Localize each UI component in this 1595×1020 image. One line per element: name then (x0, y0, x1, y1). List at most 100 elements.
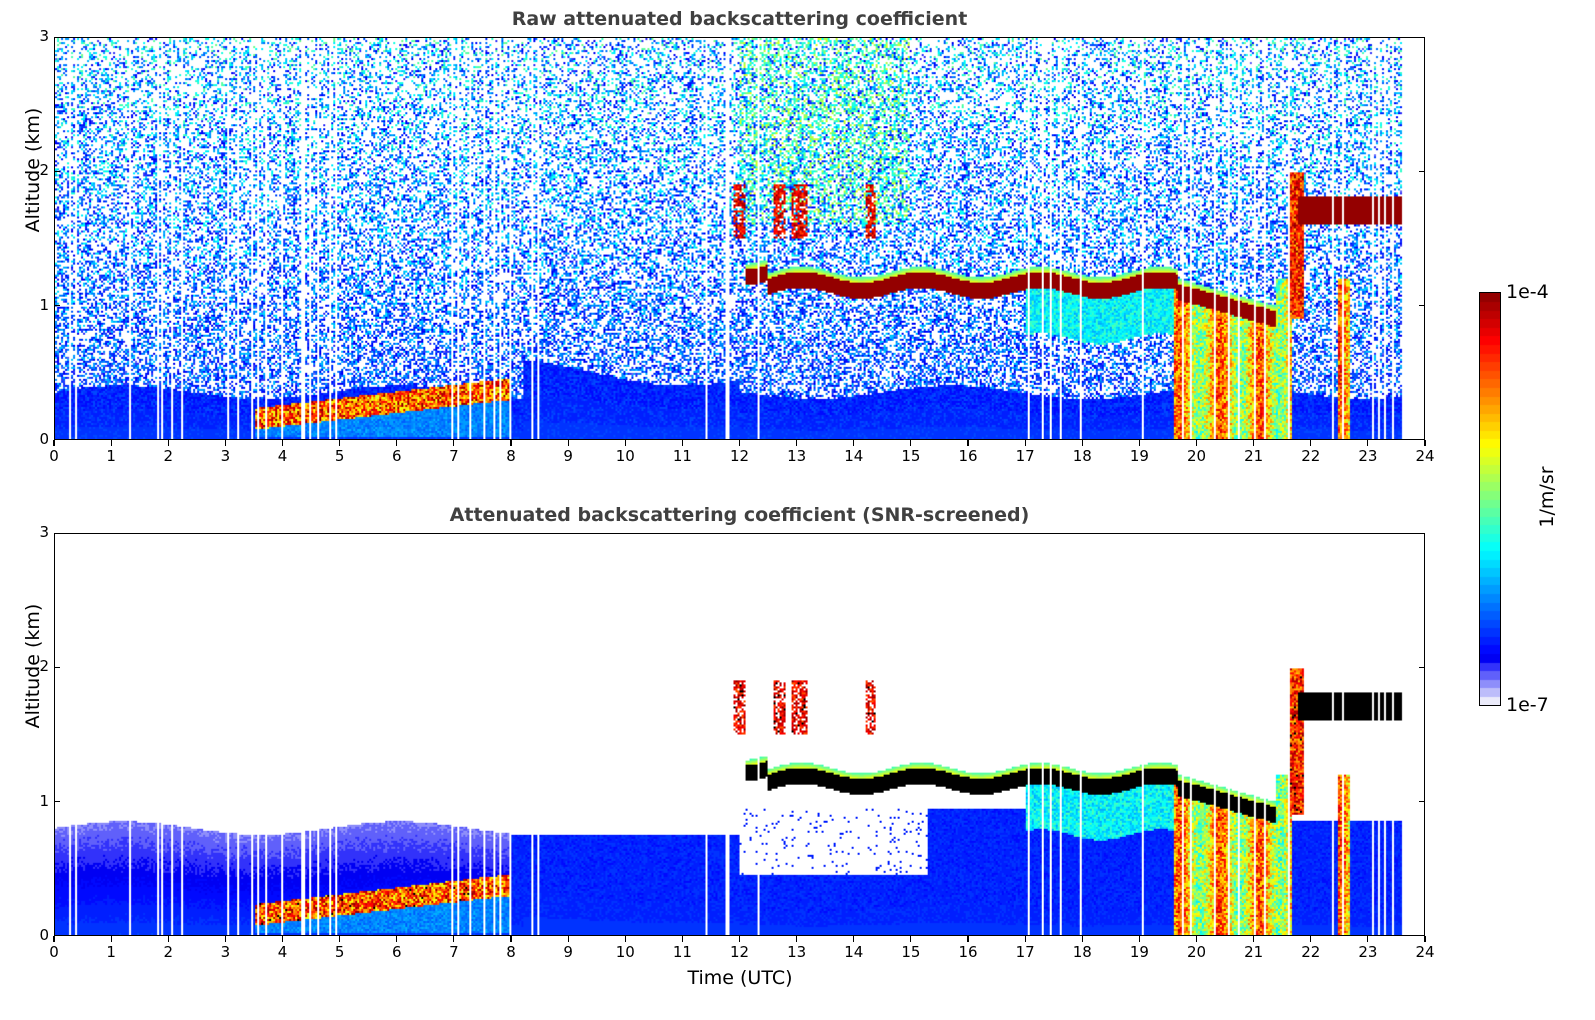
x-tick-label: 13 (787, 447, 807, 465)
colorbar (1479, 292, 1501, 706)
y-tick-mark (54, 305, 60, 307)
x-tick-mark (1310, 440, 1312, 446)
x-tick-label: 0 (49, 447, 59, 465)
x-tick-label: 12 (729, 447, 750, 465)
x-tick-label: 3 (220, 943, 231, 961)
x-tick-mark (1081, 440, 1083, 446)
panel-1-title: Raw attenuated backscattering coefficien… (511, 8, 968, 30)
panel-2-heatmap (55, 534, 1424, 935)
x-tick-label: 4 (277, 943, 288, 961)
x-tick-mark (510, 936, 512, 942)
y-tick-mark (54, 170, 60, 172)
x-tick-label: 5 (334, 447, 345, 465)
x-tick-mark (1424, 936, 1426, 942)
x-axis-label: Time (UTC) (687, 967, 793, 989)
x-tick-mark (167, 440, 169, 446)
x-tick-label: 7 (449, 447, 459, 465)
x-tick-label: 2 (163, 447, 174, 465)
y-tick-mark (54, 801, 60, 803)
x-tick-label: 12 (729, 943, 750, 961)
x-tick-mark (1253, 936, 1255, 942)
x-tick-mark (853, 936, 855, 942)
x-tick-mark (1367, 440, 1369, 446)
y-tick-label: 3 (39, 523, 49, 541)
x-tick-label: 6 (391, 943, 402, 961)
x-tick-mark (910, 936, 912, 942)
x-tick-label: 10 (615, 447, 635, 465)
x-tick-mark (224, 936, 226, 942)
x-tick-mark (624, 936, 626, 942)
x-tick-mark (453, 440, 455, 446)
y-tick-label: 3 (39, 27, 49, 45)
x-tick-label: 4 (277, 447, 288, 465)
x-tick-mark (281, 936, 284, 942)
x-tick-label: 8 (506, 447, 516, 465)
x-tick-mark (339, 936, 341, 942)
x-tick-mark (1024, 440, 1026, 446)
y-tick-label: 0 (39, 926, 49, 944)
x-tick-mark (510, 440, 512, 446)
x-tick-mark (53, 936, 55, 942)
y-tick-mark-right (1419, 801, 1425, 803)
x-tick-label: 21 (1244, 943, 1264, 961)
x-tick-label: 9 (563, 943, 573, 961)
x-tick-mark (796, 936, 798, 942)
x-tick-mark (1138, 440, 1140, 446)
x-tick-label: 0 (49, 943, 59, 961)
colorbar-max-label: 1e-4 (1506, 281, 1549, 303)
x-tick-label: 9 (563, 447, 573, 465)
x-tick-mark (967, 440, 969, 446)
x-tick-label: 14 (844, 943, 864, 961)
x-tick-mark (681, 440, 683, 446)
x-tick-label: 15 (901, 447, 921, 465)
x-tick-mark (1367, 936, 1369, 942)
x-tick-mark (1024, 936, 1026, 942)
x-tick-label: 20 (1186, 943, 1207, 961)
x-tick-mark (624, 440, 626, 446)
x-tick-mark (1253, 440, 1255, 446)
y-tick-mark (54, 666, 60, 668)
x-tick-mark (681, 936, 683, 942)
x-tick-label: 21 (1244, 447, 1264, 465)
x-tick-label: 19 (1129, 943, 1149, 961)
x-tick-label: 15 (901, 943, 921, 961)
y-tick-mark-right (1419, 170, 1425, 172)
x-tick-label: 1 (106, 943, 116, 961)
x-tick-label: 22 (1301, 447, 1321, 465)
y-tick-label: 1 (39, 791, 49, 810)
x-tick-mark (910, 440, 912, 446)
x-tick-mark (110, 936, 112, 942)
x-tick-label: 17 (1015, 447, 1035, 465)
x-tick-label: 14 (844, 447, 864, 465)
x-tick-label: 22 (1301, 943, 1321, 961)
x-tick-label: 11 (672, 447, 692, 465)
x-tick-label: 6 (391, 447, 402, 465)
x-tick-label: 17 (1015, 943, 1035, 961)
y-tick-mark-right (1419, 305, 1425, 307)
x-tick-mark (281, 440, 284, 446)
x-tick-mark (224, 440, 226, 446)
x-tick-label: 8 (506, 943, 516, 961)
x-tick-label: 24 (1415, 943, 1435, 961)
x-tick-mark (1081, 936, 1083, 942)
panel-1-heatmap-axes (54, 37, 1425, 440)
x-tick-label: 19 (1129, 447, 1149, 465)
x-tick-mark (796, 440, 798, 446)
x-tick-mark (967, 936, 969, 942)
x-tick-mark (396, 440, 398, 446)
colorbar-min-label: 1e-7 (1506, 694, 1549, 716)
y-tick-label: 2 (39, 161, 49, 180)
x-tick-label: 3 (220, 447, 231, 465)
x-tick-mark (567, 440, 569, 446)
x-tick-mark (53, 440, 55, 446)
panel-2-title: Attenuated backscattering coefficient (S… (449, 504, 1030, 526)
x-tick-label: 11 (672, 943, 692, 961)
x-tick-label: 10 (615, 943, 635, 961)
x-tick-label: 2 (163, 943, 174, 961)
x-tick-mark (396, 936, 398, 942)
x-tick-mark (738, 936, 741, 942)
y-tick-mark-right (1419, 666, 1425, 668)
x-tick-mark (567, 936, 569, 942)
y-tick-label: 0 (39, 430, 49, 448)
y-tick-label: 2 (39, 657, 49, 676)
